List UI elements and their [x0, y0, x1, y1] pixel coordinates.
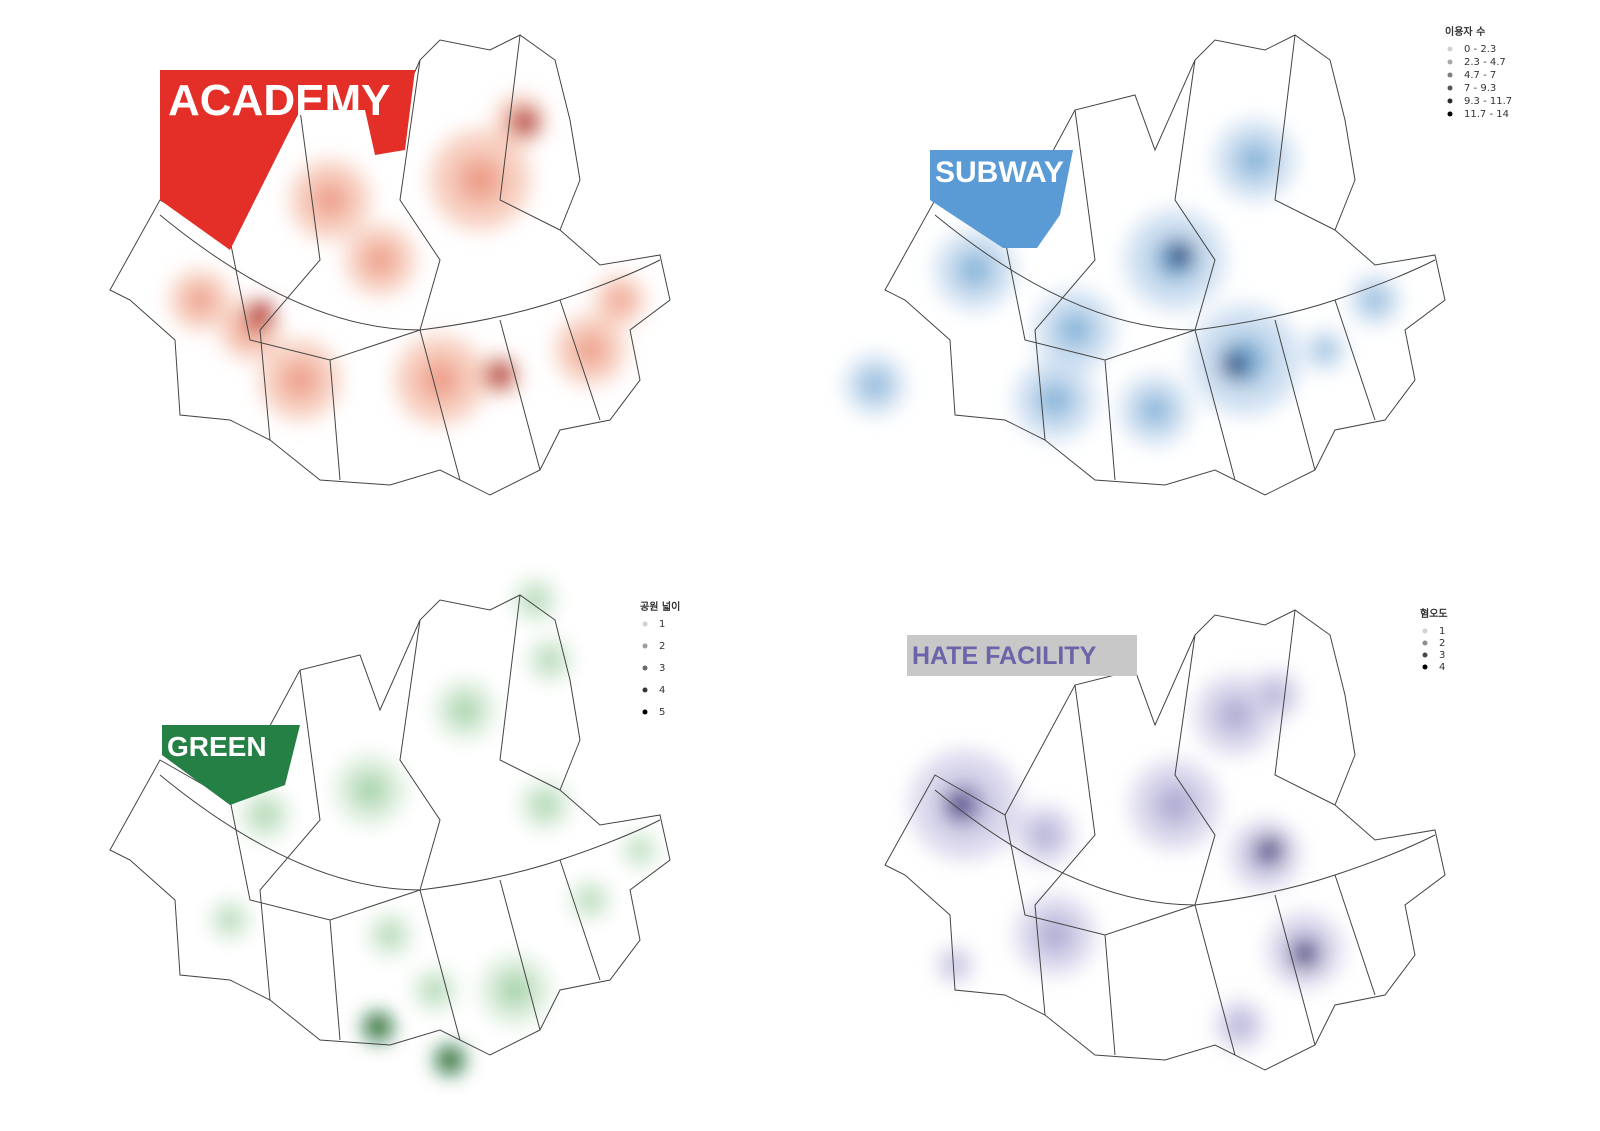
density-core — [574, 334, 606, 366]
density-core — [1037, 382, 1073, 418]
panel-green: GREEN 공원 넓이 1 2 3 4 5 — [109, 578, 680, 1074]
density-core — [1237, 142, 1273, 178]
density-core — [1031, 821, 1059, 849]
density-core — [1057, 312, 1093, 348]
density-core — [608, 288, 632, 312]
density-core — [525, 590, 545, 610]
legend-item: 3 — [659, 663, 665, 674]
density-peak — [246, 301, 274, 329]
label-box — [160, 70, 415, 250]
density-peak — [1221, 351, 1249, 379]
legend-item: 9.3 - 11.7 — [1464, 96, 1512, 107]
density-core — [312, 182, 348, 218]
density-core — [1228, 1013, 1252, 1037]
density-core — [1217, 697, 1253, 733]
density — [170, 95, 645, 425]
legend-item: 1 — [1439, 626, 1445, 637]
legend-item: 2 — [1439, 638, 1445, 649]
legend-item: 3 — [1439, 650, 1445, 661]
label-box — [162, 725, 300, 805]
density-core — [451, 696, 479, 724]
legend-item: 2.3 - 4.7 — [1464, 57, 1506, 68]
district-boundaries — [109, 594, 671, 1056]
panel-subway: SUBWAY 이용자 수 0 - 2.3 2.3 - 4.7 4.7 - 7 7 - 9.… — [845, 25, 1512, 496]
density-core — [380, 925, 400, 945]
density-core — [540, 650, 560, 670]
density-core — [364, 244, 396, 276]
legend-dot — [1422, 652, 1428, 658]
legend-dot — [642, 621, 648, 627]
density-core — [946, 956, 964, 974]
density-core — [419, 359, 461, 401]
density-core — [1139, 394, 1171, 426]
legend-item: 2 — [659, 641, 665, 652]
legend-dot — [642, 665, 648, 671]
density-core — [581, 891, 599, 909]
density-core — [186, 286, 214, 314]
density-core — [533, 793, 557, 817]
legend-dot — [1422, 664, 1428, 670]
legend-dot — [1447, 46, 1453, 52]
legend-item: 4.7 - 7 — [1464, 70, 1496, 81]
legend-dot — [1447, 72, 1453, 78]
density-core — [425, 980, 445, 1000]
density-core — [457, 157, 503, 203]
label-box — [907, 635, 1137, 676]
density — [845, 120, 1400, 445]
legend-item: 0 - 2.3 — [1464, 44, 1496, 55]
legend-dot — [1447, 85, 1453, 91]
density-core — [1154, 784, 1196, 826]
density — [210, 578, 658, 1074]
legend-item: 7 - 9.3 — [1464, 83, 1496, 94]
density-core — [1263, 683, 1287, 707]
density-core — [1316, 341, 1334, 359]
panel-label: HATE FACILITY — [912, 642, 1097, 670]
legend-title: 이용자 수 — [1445, 25, 1485, 38]
density-core — [253, 803, 277, 827]
legend-title: 혐오도 — [1420, 607, 1448, 620]
legend-dot — [1447, 111, 1453, 117]
density — [910, 670, 1343, 1050]
legend-dot — [642, 709, 648, 715]
legend-item: 5 — [659, 707, 665, 718]
density-core — [282, 362, 318, 398]
panel-label: GREEN — [167, 731, 267, 762]
legend-dot — [642, 687, 648, 693]
legend-dot — [1447, 98, 1453, 104]
panel-label: SUBWAY — [935, 156, 1064, 189]
density-peak — [511, 108, 539, 136]
density-core — [354, 774, 386, 806]
density-peak — [364, 1013, 392, 1041]
density-peak — [1166, 241, 1194, 269]
legend-dot — [1422, 640, 1428, 646]
legend-item: 1 — [659, 619, 665, 630]
legend-item: 11.7 - 14 — [1464, 109, 1509, 120]
density-core — [957, 252, 993, 288]
density-core — [1037, 917, 1073, 953]
density-peak — [486, 361, 514, 389]
legend-dot — [642, 643, 648, 649]
density-core — [861, 371, 889, 399]
legend-dot — [1447, 59, 1453, 65]
density-peak — [436, 1046, 464, 1074]
panel-label: ACADEMY — [168, 76, 390, 125]
density-core — [1363, 288, 1387, 312]
legend-title: 공원 넓이 — [640, 600, 680, 613]
density-peak — [946, 791, 974, 819]
label-box — [930, 150, 1073, 248]
density-peak — [1256, 836, 1284, 864]
legend-item: 4 — [1439, 662, 1445, 673]
density-peak — [1291, 941, 1319, 969]
density-core — [221, 911, 239, 929]
legend-dot — [1422, 628, 1428, 634]
density-core — [631, 841, 649, 859]
density-core — [499, 974, 531, 1006]
panel-academy: ACADEMY — [109, 34, 671, 496]
legend-item: 4 — [659, 685, 665, 696]
